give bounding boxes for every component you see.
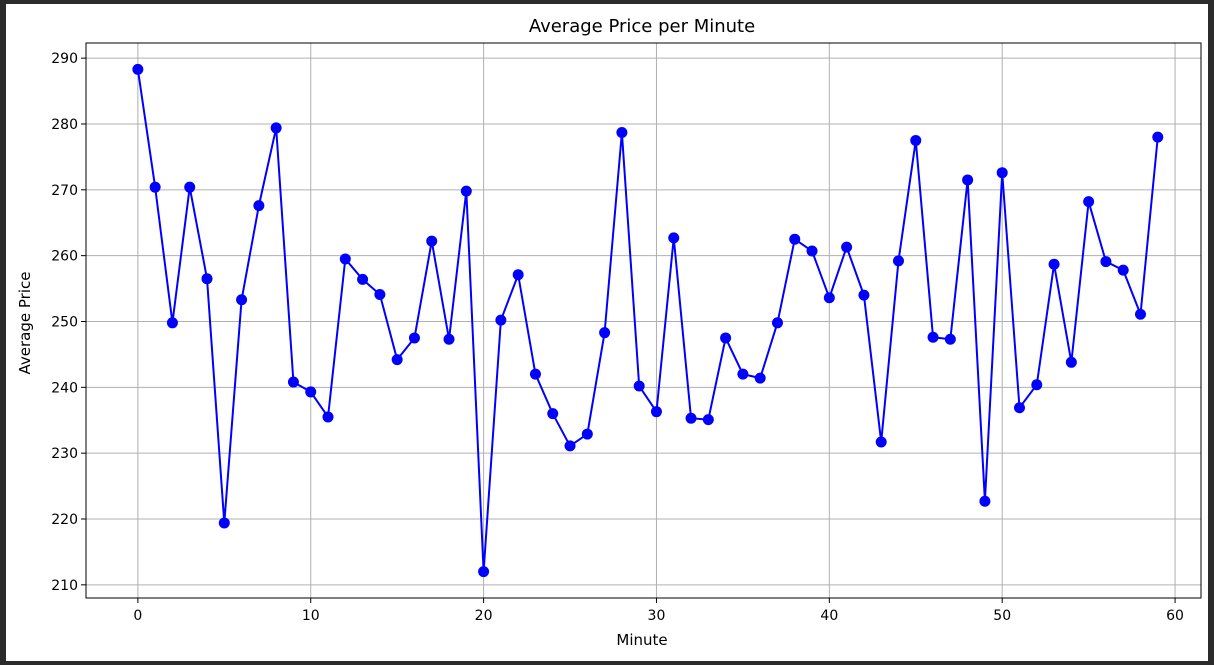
data-point	[408, 332, 420, 344]
x-axis-title: Minute	[616, 631, 667, 649]
data-point	[1083, 196, 1095, 208]
data-point	[270, 122, 282, 134]
series-line	[136, 69, 1159, 573]
data-point	[633, 380, 645, 392]
data-point	[702, 414, 714, 426]
y-tick-label: 260	[51, 249, 78, 265]
chart-title: Average Price per Minute	[529, 16, 755, 37]
data-point	[996, 167, 1008, 179]
data-point	[892, 255, 904, 267]
y-axis-title: Average Price	[16, 272, 34, 375]
data-point	[322, 411, 334, 423]
data-point	[374, 288, 386, 300]
data-point	[581, 428, 593, 440]
data-point	[944, 333, 956, 345]
data-point	[460, 185, 472, 197]
data-point	[184, 181, 196, 193]
data-series	[132, 63, 1164, 578]
data-point	[391, 354, 403, 366]
x-tick-label: 0	[133, 608, 142, 624]
x-tick-label: 10	[302, 608, 320, 624]
y-tick-label: 240	[51, 380, 78, 396]
data-point	[495, 314, 507, 326]
data-point	[1065, 356, 1077, 368]
x-tick-label: 40	[820, 608, 838, 624]
grid-lines	[86, 43, 1201, 598]
data-point	[668, 232, 680, 244]
data-point	[962, 174, 974, 186]
data-point	[841, 241, 853, 253]
data-point	[979, 495, 991, 507]
data-point	[1134, 308, 1146, 320]
data-point	[823, 292, 835, 304]
data-point	[685, 412, 697, 424]
x-tick-label: 60	[1166, 608, 1184, 624]
data-point	[1152, 131, 1164, 143]
x-tick-label: 20	[475, 608, 493, 624]
y-tick-label: 250	[51, 314, 78, 330]
data-point	[426, 235, 438, 247]
plot-area-frame	[85, 42, 1202, 599]
x-tick-label: 50	[993, 608, 1011, 624]
data-point	[806, 245, 818, 257]
y-tick-label: 220	[51, 512, 78, 528]
data-point	[1013, 402, 1025, 414]
data-point	[218, 517, 230, 529]
y-tick-label: 210	[51, 578, 78, 594]
data-point	[478, 566, 490, 578]
data-point	[1031, 379, 1043, 391]
data-point	[166, 317, 178, 329]
data-point	[754, 372, 766, 384]
y-tick-label: 290	[51, 51, 78, 67]
data-point	[132, 63, 144, 75]
data-point	[287, 376, 299, 388]
y-tick-label: 270	[51, 183, 78, 199]
data-point	[927, 331, 939, 343]
data-point	[771, 317, 783, 329]
data-point	[547, 408, 559, 420]
data-point	[616, 127, 628, 139]
data-point	[720, 332, 732, 344]
data-point	[1100, 256, 1112, 268]
data-point	[789, 233, 801, 245]
y-tick-label: 230	[51, 446, 78, 462]
data-point	[564, 440, 576, 452]
data-point	[512, 269, 524, 281]
data-point	[253, 200, 265, 212]
y-tick-label: 280	[51, 117, 78, 133]
data-point	[149, 181, 161, 193]
line-chart: Average Price per Minute Minute Average …	[16, 16, 1202, 649]
data-point	[1048, 258, 1060, 270]
figure: Average Price per Minute Minute Average …	[6, 4, 1208, 661]
data-point	[858, 289, 870, 301]
data-point	[1117, 264, 1129, 276]
data-point	[339, 253, 351, 265]
data-point	[443, 333, 455, 345]
data-point	[236, 294, 248, 306]
data-point	[737, 368, 749, 380]
data-point	[529, 368, 541, 380]
data-point	[201, 273, 213, 285]
data-point	[599, 327, 611, 339]
data-point	[305, 386, 317, 398]
axis-ticks: 0 10 20 30 40 50 60 210 220 230 240 250 260 270 280 290	[51, 51, 1184, 624]
x-tick-label: 30	[648, 608, 666, 624]
data-point	[875, 436, 887, 448]
data-point	[357, 273, 369, 285]
data-point	[650, 406, 662, 418]
data-point	[910, 134, 922, 146]
